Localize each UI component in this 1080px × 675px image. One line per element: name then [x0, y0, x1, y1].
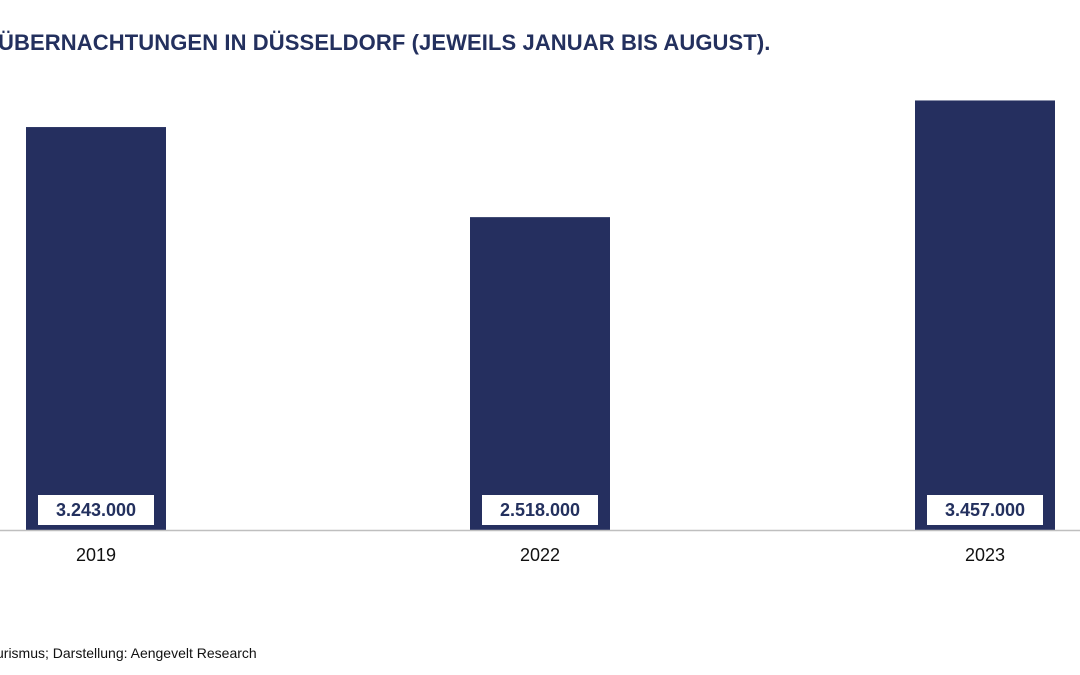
data-label-text: 3.243.000 [56, 500, 136, 520]
data-label-2023: 3.457.000 [927, 495, 1043, 525]
bar-2023 [915, 100, 1055, 531]
data-label-box [38, 495, 154, 525]
data-label-2019: 3.243.000 [38, 495, 154, 525]
x-tick-label-2019: 2019 [76, 545, 116, 565]
data-label-box [482, 495, 598, 525]
x-tick-label-2022: 2022 [520, 545, 560, 565]
source-note: urismus; Darstellung: Aengevelt Research [0, 645, 257, 661]
chart-title: ÜBERNACHTUNGEN IN DÜSSELDORF (JEWEILS JA… [0, 30, 771, 55]
data-label-2022: 2.518.000 [482, 495, 598, 525]
data-labels-group: 3.243.000 2.518.000 3.457.000 [38, 495, 1043, 525]
data-label-box [927, 495, 1043, 525]
data-label-text: 3.457.000 [945, 500, 1025, 520]
bar-2019 [26, 127, 166, 530]
bar-2022 [470, 217, 610, 531]
x-tick-labels-group: 2019 2022 2023 [76, 545, 1005, 565]
data-label-text: 2.518.000 [500, 500, 580, 520]
x-tick-label-2023: 2023 [965, 545, 1005, 565]
bars-group [26, 100, 1055, 531]
